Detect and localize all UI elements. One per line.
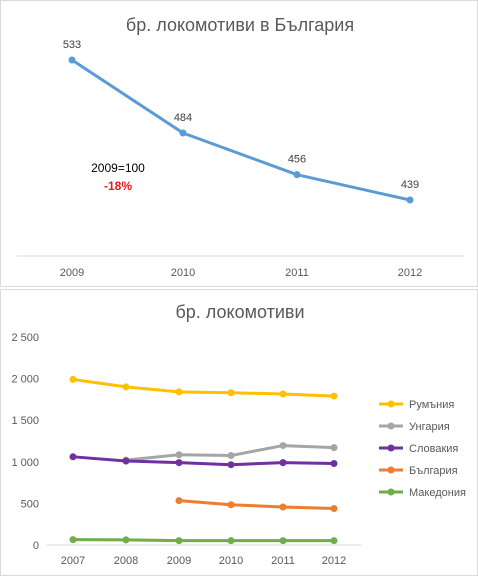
legend-marker: [387, 422, 395, 430]
y-tick-label: 0: [33, 540, 39, 552]
x-tick-label: 2012: [398, 267, 422, 279]
data-point: [330, 444, 338, 452]
data-point: [293, 171, 301, 179]
legend-label: Македония: [409, 487, 466, 499]
y-tick-label: 2 500: [11, 332, 39, 344]
x-tick-label: 2010: [171, 267, 195, 279]
legend-marker: [387, 400, 395, 408]
chart-title: бр. локомотиви в България: [126, 15, 354, 35]
plot-area: 0 500 1 000 1 500 2 000 2 500 2007 2008 2009 2010…: [11, 332, 361, 567]
legend-marker: [387, 488, 395, 496]
x-tick-label: 2009: [167, 555, 191, 567]
legend: Румъния Унгария Словакия България Македония: [379, 399, 466, 499]
data-point: [69, 375, 77, 383]
series-line: [72, 538, 334, 543]
legend-label: Унгария: [409, 421, 450, 433]
y-tick-label: 1 500: [11, 415, 39, 427]
x-tick-label: 2011: [285, 267, 309, 279]
series-line: [72, 455, 335, 467]
annotation-change: -18%: [104, 179, 132, 193]
data-point: [227, 389, 235, 397]
chart-panel-bulgaria: бр. локомотиви в България 533 484 456 439 20…: [0, 0, 478, 287]
plot-area: 533 484 456 439 2009 2010 2011 2012: [60, 39, 422, 279]
legend-marker: [387, 466, 395, 474]
data-label: 439: [401, 179, 419, 191]
data-point: [330, 504, 338, 512]
data-point: [279, 442, 287, 450]
data-point: [227, 452, 235, 460]
chart-bulgaria: бр. локомотиви в България 533 484 456 439 20…: [17, 15, 465, 279]
legend-label: България: [409, 465, 458, 477]
data-point: [122, 536, 130, 544]
x-tick-label: 2008: [114, 555, 138, 567]
legend-marker: [387, 444, 395, 452]
data-label: 533: [63, 39, 81, 51]
chart-title: бр. локомотиви: [175, 302, 304, 322]
data-point: [122, 383, 130, 391]
data-point: [175, 537, 183, 545]
y-tick-label: 1 000: [11, 457, 39, 469]
series-line: [178, 499, 335, 510]
data-point: [69, 536, 77, 544]
data-label: 484: [174, 112, 192, 124]
y-tick-label: 500: [21, 498, 39, 510]
data-point: [279, 390, 287, 398]
data-point: [279, 459, 287, 467]
data-point: [330, 537, 338, 545]
legend-label: Румъния: [409, 399, 454, 411]
x-tick-label: 2007: [61, 555, 85, 567]
legend-label: Словакия: [409, 443, 458, 455]
x-tick-label: 2012: [322, 555, 346, 567]
x-tick-label: 2011: [271, 555, 295, 567]
x-tick-label: 2010: [219, 555, 243, 567]
data-point: [175, 451, 183, 459]
data-label: 456: [288, 154, 306, 166]
data-point: [122, 457, 130, 465]
x-tick-label: 2009: [60, 267, 84, 279]
series-line: [71, 58, 411, 202]
data-point: [68, 56, 76, 64]
data-point: [279, 537, 287, 545]
data-point: [175, 459, 183, 467]
series-line: [72, 377, 335, 398]
data-point: [227, 461, 235, 469]
data-point: [227, 537, 235, 545]
data-point: [330, 392, 338, 400]
data-point: [179, 129, 187, 137]
y-tick-label: 2 000: [11, 374, 39, 386]
annotation-base: 2009=100: [91, 161, 145, 175]
data-point: [69, 453, 77, 461]
chart-region: бр. локомотиви 0 500 1 000 1 500 2 000 2 500 2…: [11, 302, 466, 567]
data-point: [330, 459, 338, 467]
data-point: [279, 503, 287, 511]
data-point: [175, 388, 183, 396]
data-point: [227, 501, 235, 509]
chart-panel-region: бр. локомотиви 0 500 1 000 1 500 2 000 2 500 2…: [0, 289, 478, 576]
data-point: [406, 196, 414, 204]
data-point: [175, 497, 183, 505]
